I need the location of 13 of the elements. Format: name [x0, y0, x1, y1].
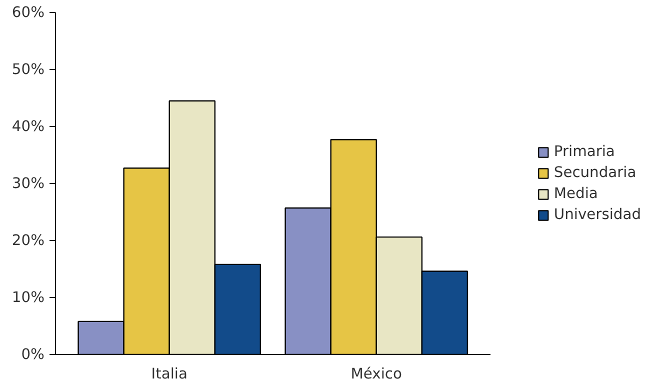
- legend-label: Universidad: [554, 206, 641, 223]
- legend-label: Primaria: [554, 143, 615, 160]
- y-tick-label: 20%: [12, 232, 45, 249]
- x-tick-label: Italia: [151, 366, 188, 382]
- y-tick-label: 0%: [21, 346, 45, 363]
- y-tick-label: 60%: [12, 4, 45, 21]
- y-tick-label: 50%: [12, 61, 45, 78]
- x-tick-label: México: [350, 366, 402, 382]
- legend-label: Secundaria: [554, 164, 636, 181]
- y-tick-label: 40%: [12, 118, 45, 135]
- y-tick-label: 30%: [12, 175, 45, 192]
- y-tick-label: 10%: [12, 289, 45, 306]
- legend-label: Media: [554, 185, 598, 202]
